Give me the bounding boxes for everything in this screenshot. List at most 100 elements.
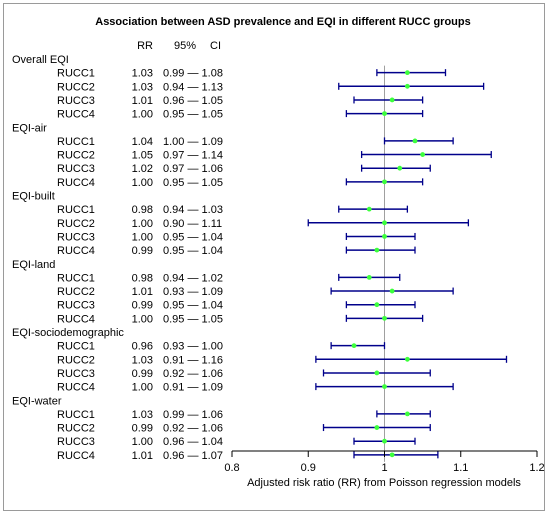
group-label: EQI-land xyxy=(12,259,55,271)
group-label: EQI-built xyxy=(12,191,55,203)
row-label: RUCC4 xyxy=(57,177,95,189)
ci-value: 0.91 — 1.09 xyxy=(163,382,223,394)
estimate-point xyxy=(404,411,410,417)
estimate-point xyxy=(382,315,387,321)
row-label: RUCC1 xyxy=(57,272,95,284)
row-label: RUCC1 xyxy=(57,68,95,80)
row-label: RUCC1 xyxy=(57,341,95,353)
row-label: RUCC2 xyxy=(57,150,95,162)
row-label: RUCC4 xyxy=(57,382,95,394)
rr-value: 1.00 xyxy=(132,177,153,189)
row-label: RUCC3 xyxy=(57,231,95,243)
row-label: RUCC3 xyxy=(57,368,95,380)
ci-value: 0.94 — 1.13 xyxy=(163,81,223,93)
rr-value: 0.98 xyxy=(132,272,153,284)
estimate-point xyxy=(404,83,410,89)
estimate-point xyxy=(382,384,387,389)
estimate-point xyxy=(397,165,403,171)
ci-value: 0.91 — 1.16 xyxy=(163,354,223,366)
x-tick-label: 1 xyxy=(381,462,387,474)
estimate-point xyxy=(382,220,387,226)
estimate-point xyxy=(412,138,418,144)
row-label: RUCC3 xyxy=(57,436,95,448)
group-label: EQI-sociodemographic xyxy=(12,327,124,339)
group-label: EQI-air xyxy=(12,122,47,134)
rr-value: 1.00 xyxy=(132,218,153,230)
ci-value: 1.00 — 1.09 xyxy=(163,136,223,148)
rr-value: 1.00 xyxy=(132,109,153,121)
x-tick-label: 0.9 xyxy=(301,462,316,474)
ci-value: 0.92 — 1.06 xyxy=(163,368,223,380)
x-axis-label: Adjusted risk ratio (RR) from Poisson re… xyxy=(247,477,521,489)
estimate-point xyxy=(382,111,387,116)
estimate-point xyxy=(404,356,410,362)
estimate-point xyxy=(374,302,380,308)
group-label: EQI-water xyxy=(12,395,62,407)
ci-value: 0.96 — 1.07 xyxy=(163,450,223,462)
row-label: RUCC1 xyxy=(57,409,95,421)
header-rr: RR xyxy=(137,40,153,52)
estimate-point xyxy=(382,179,387,185)
rr-value: 0.99 xyxy=(132,423,153,435)
row-label: RUCC4 xyxy=(57,245,95,257)
rr-value: 0.99 xyxy=(132,245,153,257)
ci-value: 0.93 — 1.00 xyxy=(163,341,223,353)
estimate-point xyxy=(404,70,410,76)
row-label: RUCC3 xyxy=(57,95,95,107)
row-label: RUCC1 xyxy=(57,204,95,216)
row-label: RUCC2 xyxy=(57,218,95,230)
estimate-point xyxy=(366,275,372,280)
rr-value: 1.03 xyxy=(132,68,153,80)
ci-value: 0.92 — 1.06 xyxy=(163,423,223,435)
ci-value: 0.96 — 1.04 xyxy=(163,436,223,448)
rr-value: 1.04 xyxy=(132,136,153,148)
ci-value: 0.94 — 1.03 xyxy=(163,204,223,216)
row-label: RUCC4 xyxy=(57,313,95,325)
ci-value: 0.90 — 1.11 xyxy=(163,218,222,230)
rr-value: 0.99 xyxy=(132,368,153,380)
x-tick-label: 0.8 xyxy=(224,462,239,474)
row-label: RUCC2 xyxy=(57,354,95,366)
rr-value: 1.01 xyxy=(132,95,153,107)
group-label: Overall EQI xyxy=(12,54,69,66)
rr-value: 0.98 xyxy=(132,204,153,216)
ci-value: 0.95 — 1.04 xyxy=(163,231,223,243)
header-ci-high: CI xyxy=(210,40,221,52)
row-label: RUCC4 xyxy=(57,109,95,121)
ci-value: 0.97 — 1.14 xyxy=(163,150,223,162)
rr-value: 1.03 xyxy=(132,354,153,366)
rr-value: 1.00 xyxy=(132,382,153,394)
ci-value: 0.99 — 1.08 xyxy=(163,68,223,80)
ci-value: 0.95 — 1.04 xyxy=(163,245,223,257)
estimate-point xyxy=(374,247,380,253)
ci-value: 0.99 — 1.06 xyxy=(163,409,223,421)
rr-value: 1.00 xyxy=(132,436,153,448)
ci-value: 0.96 — 1.05 xyxy=(163,95,223,107)
rr-value: 1.05 xyxy=(132,150,153,162)
rr-value: 1.01 xyxy=(132,286,153,298)
ci-value: 0.97 — 1.06 xyxy=(163,163,223,175)
estimate-point xyxy=(374,425,380,430)
estimate-point xyxy=(389,97,395,103)
ci-value: 0.95 — 1.05 xyxy=(163,313,223,325)
chart-title: Association between ASD prevalence and E… xyxy=(95,16,471,28)
estimate-point xyxy=(389,452,395,458)
ci-value: 0.95 — 1.05 xyxy=(163,177,223,189)
estimate-point xyxy=(382,438,387,444)
x-tick-label: 1.2 xyxy=(529,462,544,474)
estimate-point xyxy=(382,234,387,239)
row-label: RUCC2 xyxy=(57,81,95,93)
rr-value: 0.99 xyxy=(132,300,153,312)
header-ci-low: 95% xyxy=(174,40,196,52)
rr-value: 1.00 xyxy=(132,231,153,243)
estimate-point xyxy=(351,343,357,349)
x-tick-label: 1.1 xyxy=(453,462,468,474)
estimate-point xyxy=(389,288,395,294)
rr-value: 1.00 xyxy=(132,313,153,325)
ci-value: 0.95 — 1.04 xyxy=(163,300,223,312)
row-label: RUCC2 xyxy=(57,286,95,298)
rr-value: 1.03 xyxy=(132,81,153,93)
rr-value: 1.01 xyxy=(132,450,153,462)
rr-value: 1.03 xyxy=(132,409,153,421)
estimate-point xyxy=(420,152,426,157)
